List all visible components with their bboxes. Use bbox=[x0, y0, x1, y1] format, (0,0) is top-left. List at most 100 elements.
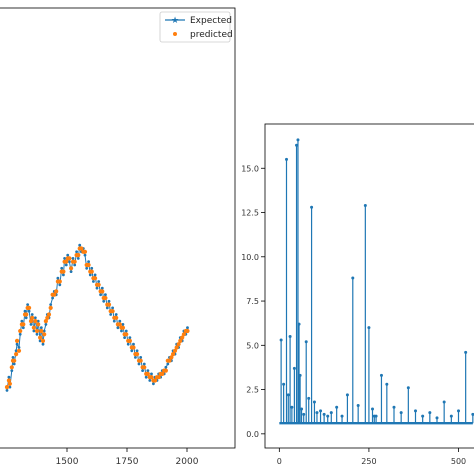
predicted-point bbox=[156, 375, 161, 380]
expected-point bbox=[39, 326, 43, 330]
series-point bbox=[374, 414, 378, 418]
expected-point bbox=[35, 332, 39, 336]
predicted-point bbox=[24, 312, 29, 317]
expected-point bbox=[139, 356, 143, 359]
expected-point bbox=[42, 329, 46, 333]
expected-point bbox=[26, 303, 30, 306]
expected-point bbox=[32, 329, 36, 333]
expected-point bbox=[105, 306, 109, 310]
expected-point bbox=[23, 309, 27, 313]
predicted-point bbox=[167, 358, 172, 363]
right-series-marks bbox=[279, 138, 474, 425]
predicted-point bbox=[110, 309, 115, 314]
expected-point bbox=[109, 313, 113, 316]
predicted-point bbox=[134, 352, 140, 357]
predicted-point bbox=[120, 325, 126, 330]
series-point bbox=[392, 405, 396, 409]
predicted-point bbox=[36, 322, 41, 327]
expected-point bbox=[141, 369, 145, 372]
expected-point bbox=[164, 365, 168, 369]
expected-point bbox=[71, 257, 75, 260]
x-tick-label: 1750 bbox=[116, 457, 139, 467]
expected-point bbox=[7, 375, 11, 379]
expected-point bbox=[146, 369, 150, 372]
predicted-point bbox=[12, 358, 17, 363]
expected-point bbox=[15, 342, 19, 346]
predicted-point bbox=[68, 266, 74, 271]
expected-point bbox=[126, 342, 130, 346]
predicted-point bbox=[100, 289, 105, 294]
expected-point bbox=[29, 323, 33, 326]
predicted-point bbox=[38, 335, 43, 340]
predicted-point bbox=[160, 371, 165, 376]
y-tick-label: 15.0 bbox=[241, 164, 259, 173]
series-point bbox=[292, 366, 296, 370]
right-plot-frame bbox=[264, 123, 474, 449]
expected-point bbox=[30, 313, 34, 316]
predicted-point bbox=[124, 332, 129, 337]
expected-point bbox=[102, 299, 106, 303]
series-point bbox=[302, 412, 306, 416]
expected-point bbox=[75, 250, 78, 254]
expected-point bbox=[66, 253, 70, 257]
predicted-point bbox=[57, 279, 62, 284]
y-tick-label: 10.0 bbox=[241, 253, 259, 262]
expected-point bbox=[114, 313, 118, 316]
expected-point bbox=[93, 273, 97, 277]
expected-point bbox=[166, 362, 170, 366]
series-point bbox=[351, 276, 355, 280]
series-point bbox=[322, 412, 326, 416]
series-point bbox=[379, 373, 383, 377]
predicted-point bbox=[21, 322, 26, 327]
legend-predicted-marker bbox=[173, 32, 177, 36]
y-tick-label: 5.0 bbox=[246, 341, 259, 350]
expected-point bbox=[148, 379, 152, 382]
predicted-point bbox=[131, 345, 136, 350]
series-point bbox=[296, 138, 300, 142]
predicted-point bbox=[48, 305, 53, 310]
expected-point bbox=[27, 309, 31, 313]
x-tick-label: 0 bbox=[277, 457, 282, 466]
expected-point bbox=[134, 356, 137, 359]
series-point bbox=[367, 326, 371, 330]
expected-point bbox=[17, 346, 21, 349]
expected-point bbox=[137, 362, 141, 366]
predicted-point bbox=[6, 378, 12, 383]
series-point bbox=[298, 373, 302, 377]
predicted-point bbox=[54, 289, 59, 294]
expected-point bbox=[62, 273, 65, 277]
series-point bbox=[399, 411, 403, 415]
expected-point bbox=[14, 349, 18, 353]
expected-point bbox=[92, 280, 95, 283]
predicted-point bbox=[174, 345, 179, 350]
expected-point bbox=[24, 316, 28, 320]
series-point bbox=[285, 157, 288, 161]
y-tick-label: 2.5 bbox=[246, 386, 259, 395]
x-tick-label: 1500 bbox=[56, 457, 79, 467]
series-point bbox=[286, 393, 290, 397]
series-point bbox=[326, 414, 330, 418]
series-point bbox=[414, 409, 417, 413]
expected-point bbox=[58, 283, 62, 287]
series-point bbox=[356, 404, 360, 408]
predicted-point bbox=[152, 378, 158, 383]
expected-point bbox=[123, 336, 126, 339]
expected-point bbox=[8, 385, 12, 389]
predicted-point bbox=[31, 325, 36, 330]
predicted-point bbox=[89, 269, 94, 274]
expected-point bbox=[112, 319, 116, 323]
expected-point bbox=[68, 260, 71, 264]
left-plot-frame bbox=[0, 7, 236, 449]
expected-point bbox=[41, 342, 45, 346]
expected-point bbox=[130, 349, 134, 353]
series-point bbox=[340, 414, 344, 418]
predicted-point bbox=[176, 342, 181, 347]
predicted-point bbox=[28, 319, 34, 324]
series-point bbox=[363, 203, 367, 207]
predicted-point bbox=[72, 259, 77, 264]
x-tick-label: 500 bbox=[451, 457, 466, 466]
legend-expected-marker: ★ bbox=[171, 16, 179, 26]
predicted-point bbox=[26, 305, 32, 310]
series-point bbox=[315, 411, 319, 415]
expected-point bbox=[95, 286, 99, 290]
